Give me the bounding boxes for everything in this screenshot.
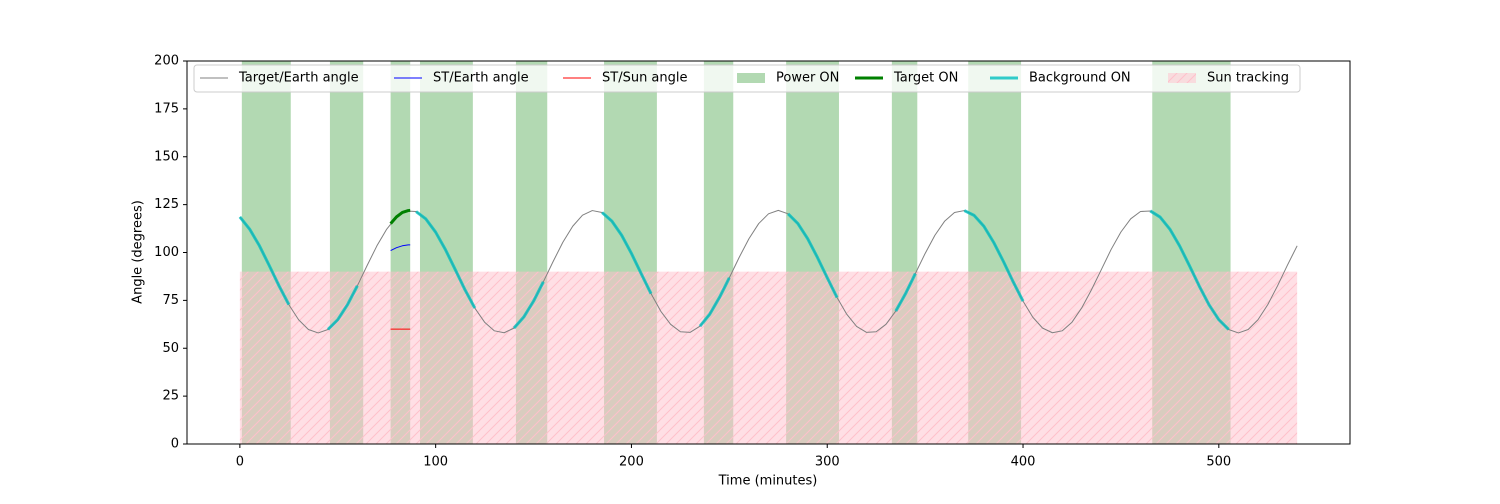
- x-tick-label: 300: [815, 455, 840, 470]
- legend-handle: [737, 73, 765, 83]
- line-layer: [238, 208, 1298, 334]
- x-axis-label: Time (minutes): [718, 474, 818, 489]
- x-tick-label: 200: [619, 455, 644, 470]
- legend-label: ST/Earth angle: [433, 71, 529, 86]
- legend-label: Sun tracking: [1207, 71, 1289, 86]
- span-layer: [239, 61, 1298, 444]
- y-tick-label: 25: [162, 389, 179, 404]
- x-tick-label: 400: [1011, 455, 1036, 470]
- y-tick-label: 75: [162, 293, 179, 308]
- data-line: [238, 209, 1230, 331]
- y-tick-label: 200: [154, 54, 179, 69]
- x-tick-label: 0: [236, 455, 244, 470]
- legend-label: Power ON: [776, 71, 839, 86]
- legend-label: ST/Sun angle: [602, 71, 688, 86]
- y-tick-label: 50: [162, 341, 179, 356]
- y-tick-label: 100: [154, 245, 179, 260]
- legend-handle: [1168, 73, 1196, 83]
- sun-tracking-region: [239, 271, 1298, 444]
- x-tick-label: 500: [1206, 455, 1231, 470]
- legend: Target/Earth angle ST/Earth angle ST/Sun a…: [193, 64, 1301, 93]
- data-line: [390, 244, 411, 252]
- data-line: [389, 208, 411, 225]
- legend-box: [193, 64, 1301, 93]
- y-tick-label: 0: [171, 437, 179, 452]
- legend-label: Target ON: [893, 71, 958, 86]
- y-tick-label: 125: [154, 197, 179, 212]
- y-axis-label: Angle (degrees): [131, 200, 146, 304]
- legend-label: Background ON: [1029, 71, 1131, 86]
- x-tick-label: 100: [423, 455, 448, 470]
- legend-label: Target/Earth angle: [238, 71, 359, 86]
- axis-layer: 0 100 200 300 400 500 0 25 50 75 100 125 150 175 200: [154, 54, 1351, 470]
- y-tick-label: 150: [154, 149, 179, 164]
- y-tick-label: 175: [154, 101, 179, 116]
